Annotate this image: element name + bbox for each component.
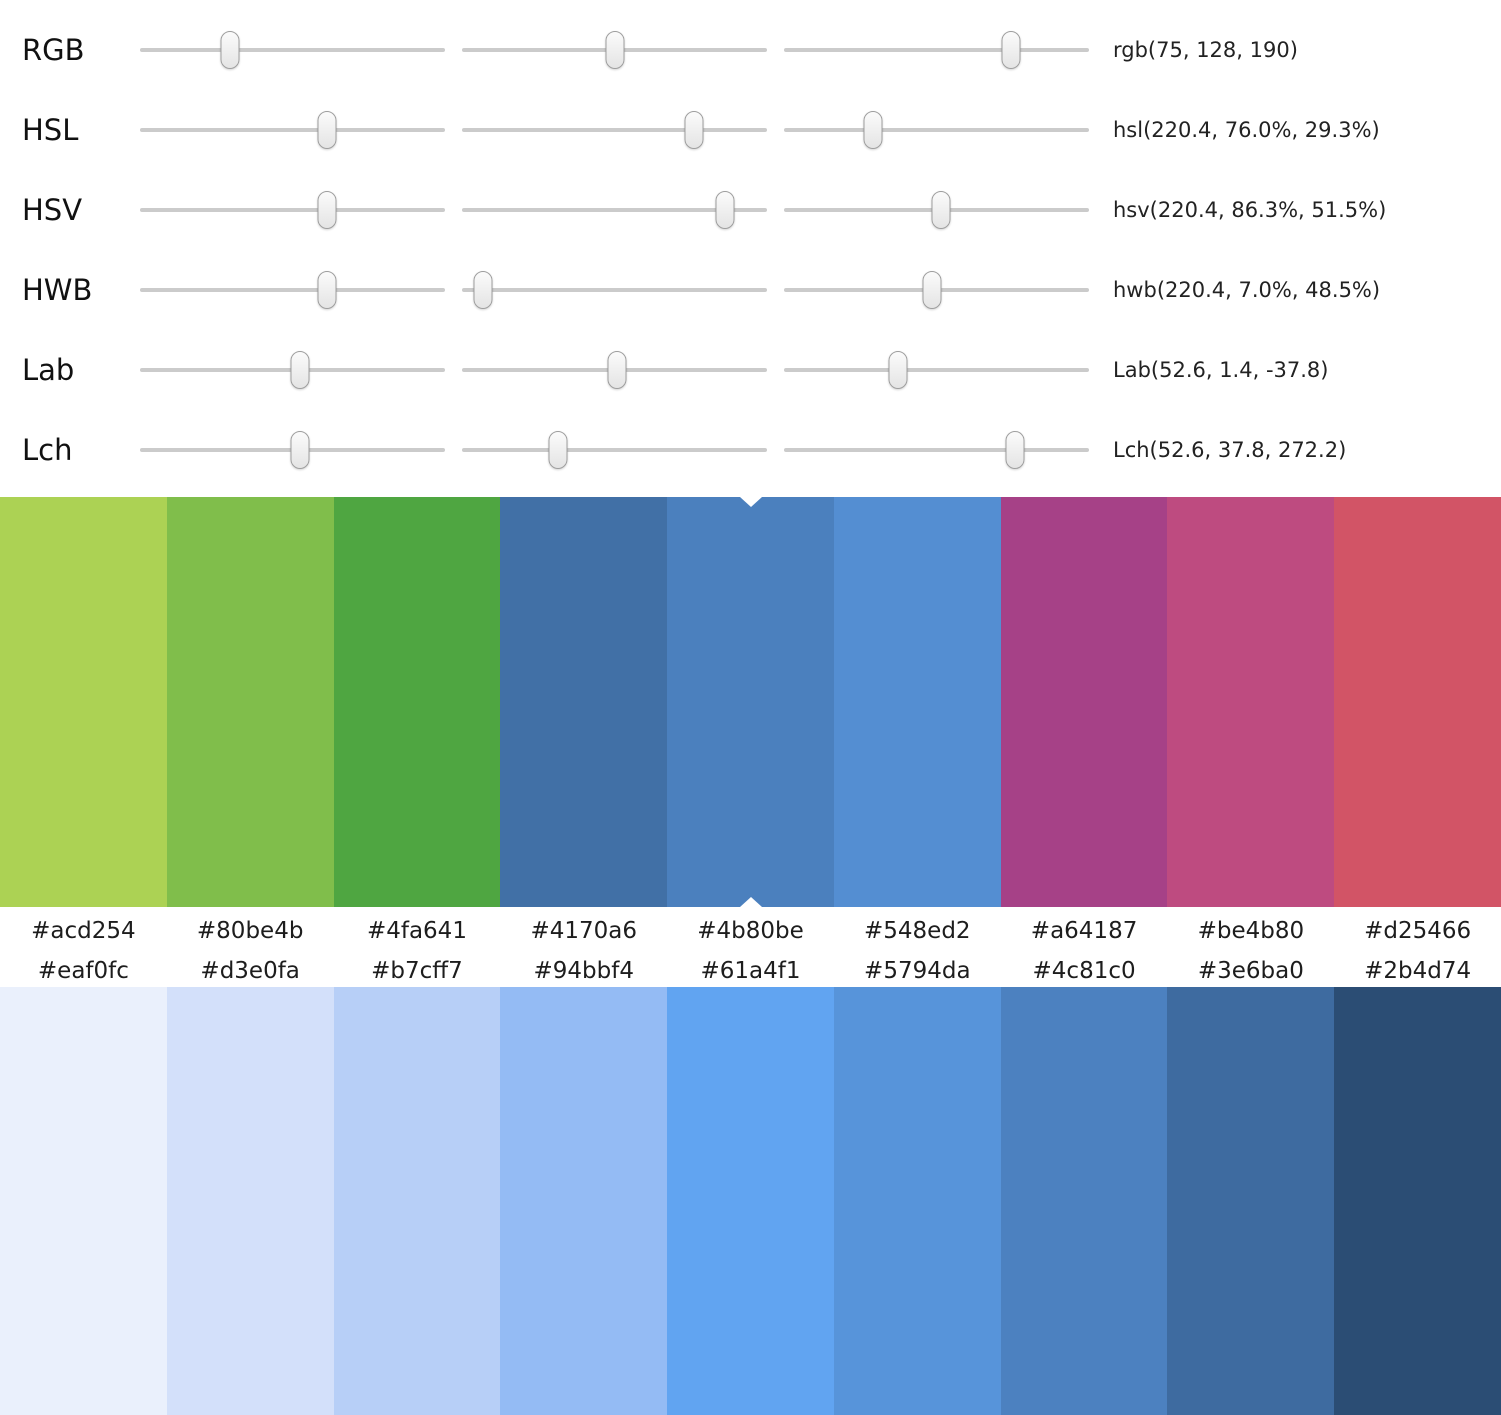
tone-palette-strip <box>0 987 1501 1415</box>
slider-thumb[interactable] <box>607 351 627 389</box>
slider-row-label: Lch <box>22 433 73 467</box>
swatch-hex-label: #d25466 <box>1364 917 1472 944</box>
slider-thumb[interactable] <box>922 271 942 309</box>
hue-palette-strip <box>0 497 1501 907</box>
slider-thumb[interactable] <box>548 431 568 469</box>
slider-track[interactable] <box>784 351 1089 389</box>
swatch-hex-label: #a64187 <box>1030 917 1138 944</box>
color-value-text: Lab(52.6, 1.4, -37.8) <box>1113 358 1329 382</box>
slider-track[interactable] <box>140 31 445 69</box>
swatch-hex-label: #61a4f1 <box>700 957 801 984</box>
slider-track[interactable] <box>140 111 445 149</box>
slider-track[interactable] <box>140 431 445 469</box>
color-value-text: hwb(220.4, 7.0%, 48.5%) <box>1113 278 1381 302</box>
palette-swatch[interactable] <box>333 987 501 1415</box>
slider-track[interactable] <box>462 191 767 229</box>
slider-row-lab: Lab Lab(52.6, 1.4, -37.8) <box>0 330 1501 410</box>
slider-row-hsl: HSL hsl(220.4, 76.0%, 29.3%) <box>0 90 1501 170</box>
palette-swatch[interactable] <box>0 987 167 1415</box>
slider-thumb[interactable] <box>290 431 310 469</box>
swatch-hex-label: #2b4d74 <box>1364 957 1472 984</box>
slider-track[interactable] <box>462 351 767 389</box>
selected-color-notch-top <box>739 497 762 507</box>
palette-swatch[interactable] <box>1000 497 1168 907</box>
slider-row-rgb: RGB rgb(75, 128, 190) <box>0 10 1501 90</box>
slider-track[interactable] <box>784 271 1089 309</box>
swatch-hex-label: #acd254 <box>31 917 136 944</box>
slider-thumb[interactable] <box>317 271 337 309</box>
slider-thumb[interactable] <box>1005 431 1025 469</box>
palette-swatch[interactable] <box>500 497 668 907</box>
swatch-hex-label: #4fa641 <box>366 917 467 944</box>
swatch-hex-label: #80be4b <box>196 917 304 944</box>
palette-swatch[interactable] <box>1167 987 1335 1415</box>
slider-thumb[interactable] <box>684 111 704 149</box>
slider-track[interactable] <box>462 431 767 469</box>
slider-track[interactable] <box>140 351 445 389</box>
slider-track[interactable] <box>462 271 767 309</box>
slider-thumb[interactable] <box>931 191 951 229</box>
slider-row-label: Lab <box>22 353 75 387</box>
palette-swatch[interactable] <box>500 987 668 1415</box>
slider-track[interactable] <box>140 271 445 309</box>
slider-row-hsv: HSV hsv(220.4, 86.3%, 51.5%) <box>0 170 1501 250</box>
swatch-hex-label: #3e6ba0 <box>1197 957 1304 984</box>
palette-swatch[interactable] <box>833 497 1001 907</box>
palette-swatch[interactable] <box>667 987 834 1415</box>
slider-track[interactable] <box>462 31 767 69</box>
slider-thumb[interactable] <box>715 191 735 229</box>
slider-thumb[interactable] <box>317 191 337 229</box>
slider-thumb[interactable] <box>317 111 337 149</box>
slider-row-lch: Lch Lch(52.6, 37.8, 272.2) <box>0 410 1501 490</box>
slider-row-label: HSV <box>22 193 83 227</box>
swatch-hex-label: #4c81c0 <box>1032 957 1136 984</box>
slider-thumb[interactable] <box>863 111 883 149</box>
slider-row-label: HWB <box>22 273 93 307</box>
swatch-hex-label: #b7cff7 <box>371 957 463 984</box>
palette-swatch[interactable] <box>1000 987 1168 1415</box>
swatch-hex-label: #94bbf4 <box>533 957 634 984</box>
palette-swatch[interactable] <box>1167 497 1335 907</box>
color-value-text: rgb(75, 128, 190) <box>1113 38 1298 62</box>
selected-color-notch-bottom <box>739 897 762 907</box>
slider-row-label: HSL <box>22 113 79 147</box>
color-value-text: hsl(220.4, 76.0%, 29.3%) <box>1113 118 1380 142</box>
swatch-hex-label: #548ed2 <box>864 917 971 944</box>
slider-thumb[interactable] <box>605 31 625 69</box>
swatch-hex-label: #5794da <box>864 957 971 984</box>
hue-palette-hex-labels: #acd254 #80be4b #4fa641 #4170a6 #4b80be #548e… <box>0 907 1501 954</box>
swatch-hex-label: #eaf0fc <box>37 957 129 984</box>
palette-swatch[interactable] <box>833 987 1001 1415</box>
palette-swatch[interactable] <box>1334 987 1501 1415</box>
slider-track[interactable] <box>784 31 1089 69</box>
slider-row-label: RGB <box>22 33 85 67</box>
palette-swatch[interactable] <box>333 497 501 907</box>
tone-palette-hex-labels: #eaf0fc #d3e0fa #b7cff7 #94bbf4 #61a4f1 #5794… <box>0 954 1501 987</box>
slider-track[interactable] <box>784 191 1089 229</box>
slider-track[interactable] <box>784 111 1089 149</box>
swatch-hex-label: #4170a6 <box>530 917 637 944</box>
palette-swatch[interactable] <box>166 497 334 907</box>
slider-track[interactable] <box>784 431 1089 469</box>
swatch-hex-label: #d3e0fa <box>200 957 300 984</box>
palette-swatch-selected[interactable] <box>667 497 834 907</box>
color-value-text: Lch(52.6, 37.8, 272.2) <box>1113 438 1347 462</box>
swatch-hex-label: #4b80be <box>697 917 804 944</box>
color-value-text: hsv(220.4, 86.3%, 51.5%) <box>1113 198 1387 222</box>
swatch-hex-label: #be4b80 <box>1197 917 1305 944</box>
slider-thumb[interactable] <box>220 31 240 69</box>
slider-track[interactable] <box>140 191 445 229</box>
palette-swatch[interactable] <box>1334 497 1501 907</box>
slider-thumb[interactable] <box>1001 31 1021 69</box>
palette-swatch[interactable] <box>166 987 334 1415</box>
slider-track[interactable] <box>462 111 767 149</box>
slider-thumb[interactable] <box>290 351 310 389</box>
slider-row-hwb: HWB hwb(220.4, 7.0%, 48.5%) <box>0 250 1501 330</box>
slider-thumb[interactable] <box>473 271 493 309</box>
color-sliders-panel: RGB rgb(75, 128, 190) HSL hsl(220.4, 76.0%,… <box>0 0 1501 490</box>
slider-thumb[interactable] <box>888 351 908 389</box>
palette-swatch[interactable] <box>0 497 167 907</box>
